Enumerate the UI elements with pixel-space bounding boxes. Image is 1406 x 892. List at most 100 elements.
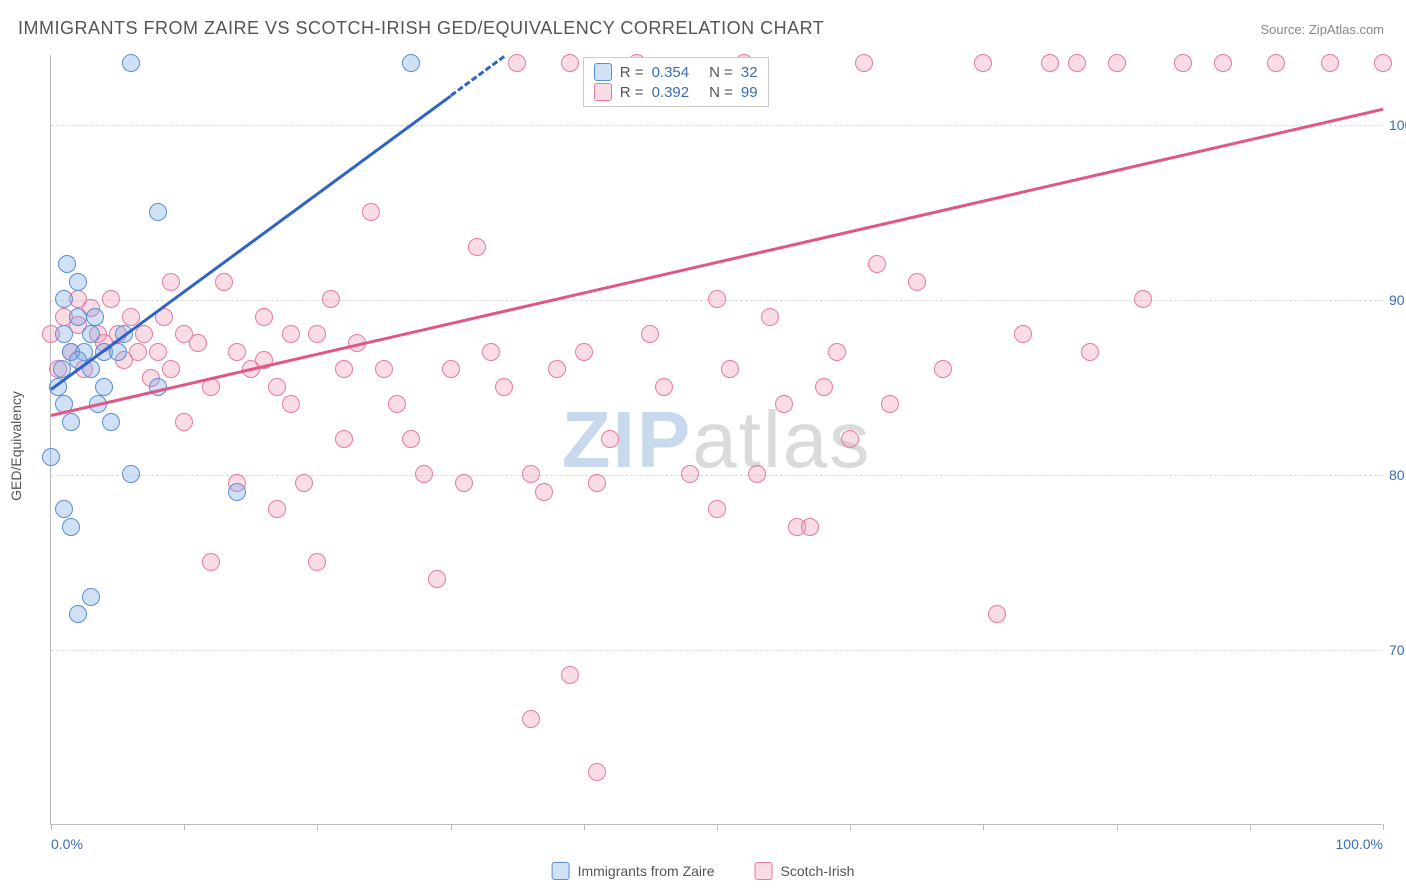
legend-row-zaire: R =0.354N =32 — [594, 62, 758, 82]
xtick — [317, 824, 318, 830]
data-point-scotch — [1214, 54, 1232, 72]
data-point-scotch — [322, 290, 340, 308]
gridline — [51, 475, 1382, 476]
data-point-scotch — [335, 430, 353, 448]
data-point-scotch — [801, 518, 819, 536]
trend-line-zaire — [50, 94, 451, 390]
data-point-scotch — [575, 343, 593, 361]
data-point-scotch — [162, 360, 180, 378]
data-point-scotch — [495, 378, 513, 396]
data-point-scotch — [442, 360, 460, 378]
legend-n-value: 99 — [741, 84, 758, 101]
correlation-legend: R =0.354N =32R =0.392N =99 — [583, 57, 769, 107]
data-point-zaire — [149, 203, 167, 221]
data-point-scotch — [1321, 54, 1339, 72]
data-point-scotch — [189, 334, 207, 352]
ytick-label: 100.0% — [1389, 117, 1406, 133]
data-point-scotch — [428, 570, 446, 588]
data-point-scotch — [522, 465, 540, 483]
xtick — [451, 824, 452, 830]
data-point-scotch — [815, 378, 833, 396]
data-point-scotch — [681, 465, 699, 483]
data-point-scotch — [708, 290, 726, 308]
legend-item: Scotch-Irish — [755, 862, 855, 880]
legend-r-label: R = — [620, 64, 644, 81]
chart-title: IMMIGRANTS FROM ZAIRE VS SCOTCH-IRISH GE… — [18, 18, 824, 39]
data-point-scotch — [202, 553, 220, 571]
data-point-scotch — [868, 255, 886, 273]
data-point-scotch — [508, 54, 526, 72]
data-point-zaire — [402, 54, 420, 72]
data-point-zaire — [69, 605, 87, 623]
legend-n-value: 32 — [741, 64, 758, 81]
data-point-scotch — [175, 413, 193, 431]
legend-row-scotch: R =0.392N =99 — [594, 82, 758, 102]
data-point-scotch — [268, 500, 286, 518]
data-point-zaire — [122, 54, 140, 72]
data-point-scotch — [335, 360, 353, 378]
legend-swatch — [755, 862, 773, 880]
data-point-scotch — [295, 474, 313, 492]
plot-area: ZIPatlas 70.0%80.0%90.0%100.0%0.0%100.0% — [50, 55, 1382, 825]
data-point-scotch — [415, 465, 433, 483]
xtick — [51, 824, 52, 830]
xtick — [1117, 824, 1118, 830]
data-point-scotch — [548, 360, 566, 378]
legend-label: Immigrants from Zaire — [578, 863, 715, 879]
xtick — [850, 824, 851, 830]
data-point-zaire — [86, 308, 104, 326]
data-point-scotch — [881, 395, 899, 413]
legend-r-label: R = — [620, 84, 644, 101]
data-point-scotch — [402, 430, 420, 448]
data-point-scotch — [162, 273, 180, 291]
data-point-scotch — [535, 483, 553, 501]
data-point-scotch — [388, 395, 406, 413]
data-point-scotch — [268, 378, 286, 396]
data-point-scotch — [708, 500, 726, 518]
data-point-scotch — [588, 763, 606, 781]
trend-line-scotch — [51, 108, 1384, 417]
series-legend: Immigrants from Zaire Scotch-Irish — [552, 862, 855, 880]
data-point-scotch — [282, 395, 300, 413]
data-point-scotch — [468, 238, 486, 256]
data-point-zaire — [95, 378, 113, 396]
data-point-scotch — [282, 325, 300, 343]
xtick-label: 100.0% — [1336, 836, 1383, 852]
data-point-zaire — [228, 483, 246, 501]
data-point-zaire — [55, 500, 73, 518]
data-point-scotch — [1041, 54, 1059, 72]
ytick-label: 70.0% — [1389, 642, 1406, 658]
legend-swatch — [594, 63, 612, 81]
data-point-scotch — [561, 666, 579, 684]
xtick — [584, 824, 585, 830]
source-attribution: Source: ZipAtlas.com — [1260, 22, 1384, 37]
legend-swatch — [594, 83, 612, 101]
data-point-scotch — [761, 308, 779, 326]
data-point-zaire — [69, 273, 87, 291]
data-point-scotch — [655, 378, 673, 396]
data-point-scotch — [308, 553, 326, 571]
data-point-scotch — [601, 430, 619, 448]
data-point-scotch — [988, 605, 1006, 623]
data-point-scotch — [215, 273, 233, 291]
data-point-scotch — [482, 343, 500, 361]
gridline — [51, 125, 1382, 126]
data-point-scotch — [308, 325, 326, 343]
data-point-scotch — [828, 343, 846, 361]
data-point-scotch — [255, 308, 273, 326]
legend-label: Scotch-Irish — [781, 863, 855, 879]
data-point-scotch — [375, 360, 393, 378]
legend-n-label: N = — [709, 84, 733, 101]
trend-line-zaire-dash — [450, 55, 505, 97]
data-point-zaire — [42, 448, 60, 466]
data-point-scotch — [455, 474, 473, 492]
data-point-zaire — [102, 413, 120, 431]
data-point-scotch — [362, 203, 380, 221]
xtick — [1250, 824, 1251, 830]
data-point-scotch — [1014, 325, 1032, 343]
legend-n-label: N = — [709, 64, 733, 81]
data-point-scotch — [129, 343, 147, 361]
data-point-zaire — [82, 325, 100, 343]
ytick-label: 90.0% — [1389, 292, 1406, 308]
legend-item: Immigrants from Zaire — [552, 862, 715, 880]
